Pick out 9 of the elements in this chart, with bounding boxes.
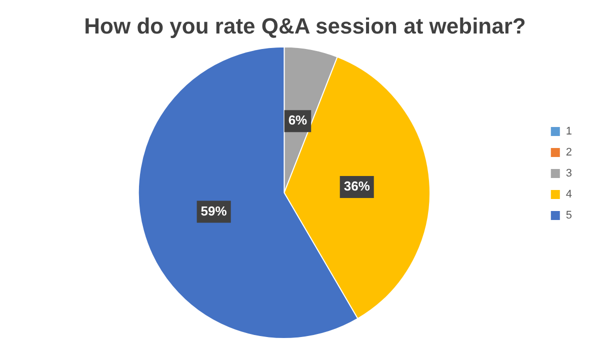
data-label: 59%	[200, 203, 228, 218]
data-label: 36%	[344, 178, 370, 194]
legend-label: 3	[566, 168, 572, 180]
legend-label: 1	[566, 126, 572, 138]
legend-label: 4	[566, 188, 572, 201]
legend-label: 2	[566, 146, 572, 159]
data-label: 6%	[288, 112, 308, 128]
chart-title: How do you rate Q&A session at webinar?	[84, 13, 526, 38]
legend-label: 5	[566, 210, 572, 222]
